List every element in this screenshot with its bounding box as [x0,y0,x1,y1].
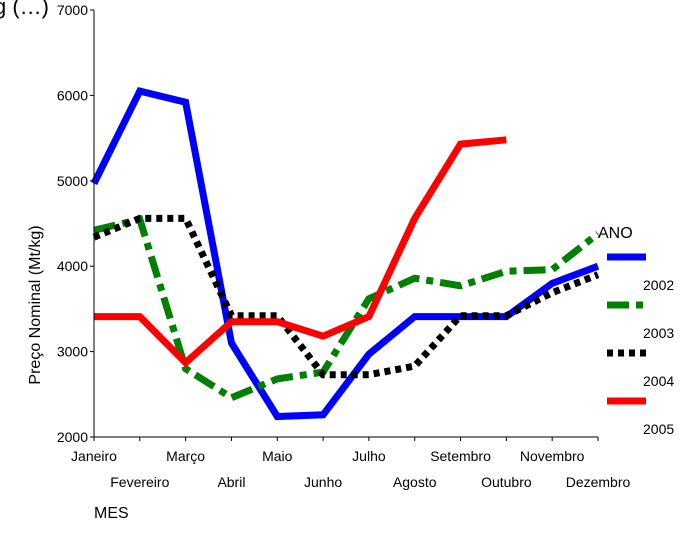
legend-label-2004: 2004 [643,373,674,389]
legend-label-2005: 2005 [643,421,674,437]
x-tick-label: Setembro [430,448,491,464]
series-line-2004 [92,214,600,379]
x-axis-ticks: Janeiro Fevereiro Março Abril Maio Junho Julho… [71,437,630,490]
x-tick-label: Maio [262,448,293,464]
y-tick-label: 6000 [57,87,88,103]
x-tick-label: Janeiro [71,448,117,464]
series-line-2005 [94,136,507,368]
series-line-2002 [90,87,600,421]
x-tick-label: Dezembro [566,474,631,490]
series-line-2003 [93,215,601,402]
x-tick-label: Fevereiro [110,474,169,490]
legend: ANO 2002 2003 2004 2005 [598,225,674,437]
x-tick-label: Junho [304,474,342,490]
y-tick-label: 4000 [57,258,88,274]
x-tick-label: Outubro [481,474,532,490]
y-tick-label: 2000 [57,429,88,445]
y-axis-label: Preço Nominal (Mt/kg) [27,225,44,384]
x-tick-label: Julho [352,448,386,464]
y-axis-ticks: 2000 3000 4000 5000 6000 7000 [57,2,94,445]
x-tick-label: Março [166,448,205,464]
series-layer [90,87,601,421]
legend-title: ANO [598,225,633,242]
x-tick-label: Agosto [393,474,437,490]
y-tick-label: 3000 [57,344,88,360]
y-tick-label: 7000 [57,2,88,18]
x-tick-label: Abril [217,474,245,490]
legend-label-2003: 2003 [643,325,674,341]
x-tick-label: Novembro [520,448,585,464]
y-tick-label: 5000 [57,173,88,189]
chart-title-fragment: g (…) [0,0,49,19]
x-axis-label: MES [94,505,129,522]
legend-label-2002: 2002 [643,277,674,293]
